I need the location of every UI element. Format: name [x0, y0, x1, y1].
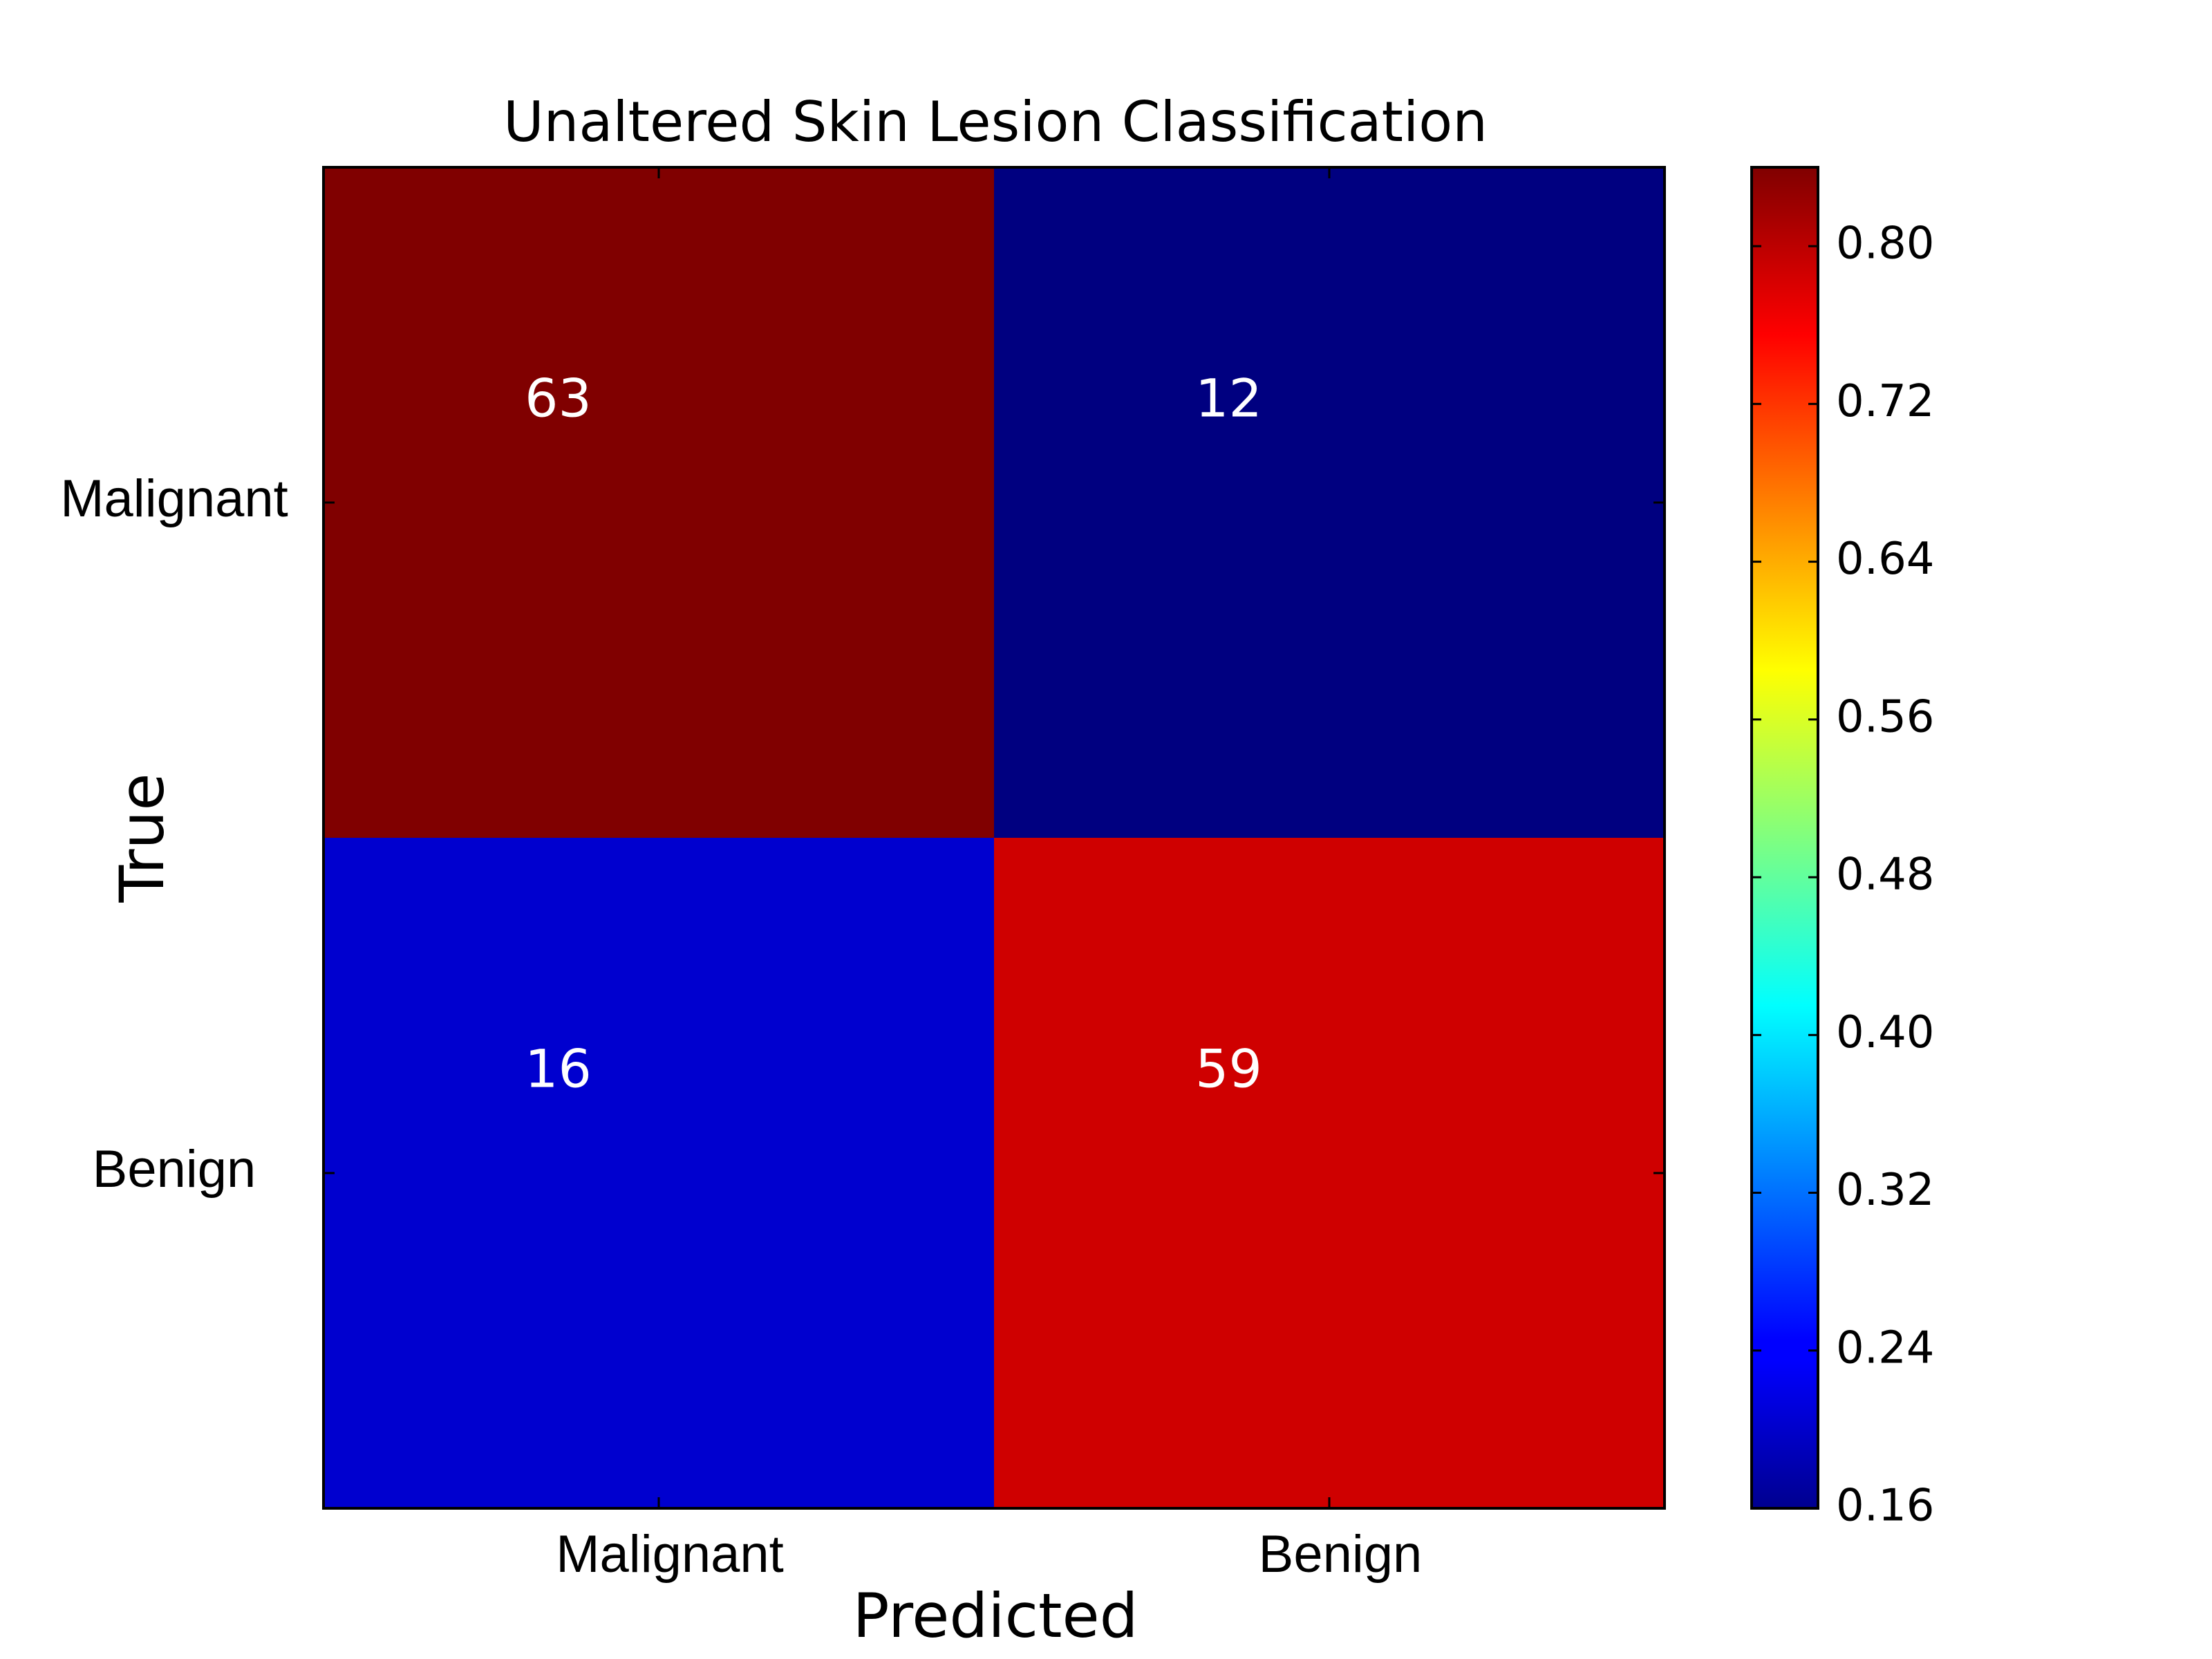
- cell-count-label: 59: [1195, 1038, 1262, 1099]
- colorbar: [1750, 166, 1819, 1510]
- colorbar-tick-label: 0.40: [1836, 1007, 1935, 1058]
- heatmap-cell-labels: 63 12 16 59: [525, 367, 1262, 1099]
- heatmap-cell: [994, 167, 1665, 838]
- axis-ticks: [324, 167, 1665, 1508]
- x-tick-label: Benign: [1259, 1525, 1423, 1584]
- cell-count-label: 63: [525, 367, 592, 429]
- heatmap-cell: [324, 838, 995, 1509]
- x-axis-label: Predicted: [852, 1580, 1138, 1651]
- chart-title: Unaltered Skin Lesion Classification: [503, 90, 1488, 154]
- colorbar-tick-label: 0.56: [1836, 691, 1935, 742]
- colorbar-tick-label: 0.48: [1836, 850, 1935, 901]
- colorbar-tick-label: 0.64: [1836, 534, 1935, 585]
- cell-count-label: 12: [1195, 367, 1262, 429]
- y-tick-label: Benign: [93, 1140, 256, 1199]
- heatmap-cell: [994, 838, 1665, 1509]
- y-tick-label: Malignant: [60, 469, 288, 528]
- colorbar-tick-label: 0.72: [1836, 376, 1935, 427]
- x-tick-labels: Malignant Benign: [556, 1525, 1422, 1584]
- heatmap-cells: [324, 167, 1665, 1509]
- heatmap-cell: [324, 167, 995, 838]
- y-axis-label: True: [106, 774, 178, 903]
- plot-frame: [322, 166, 1666, 1510]
- y-tick-labels: Malignant Benign: [60, 469, 288, 1199]
- colorbar-tick-label: 0.16: [1836, 1481, 1935, 1532]
- x-tick-label: Malignant: [556, 1525, 784, 1584]
- cell-count-label: 16: [525, 1038, 592, 1099]
- colorbar-tick-label: 0.80: [1836, 218, 1935, 270]
- colorbar-tick-label: 0.32: [1836, 1165, 1935, 1216]
- colorbar-ticks: 0.16 0.24 0.32 0.40 0.48 0.56 0.64 0.72 0.80: [1752, 218, 1935, 1532]
- colorbar-tick-label: 0.24: [1836, 1322, 1935, 1374]
